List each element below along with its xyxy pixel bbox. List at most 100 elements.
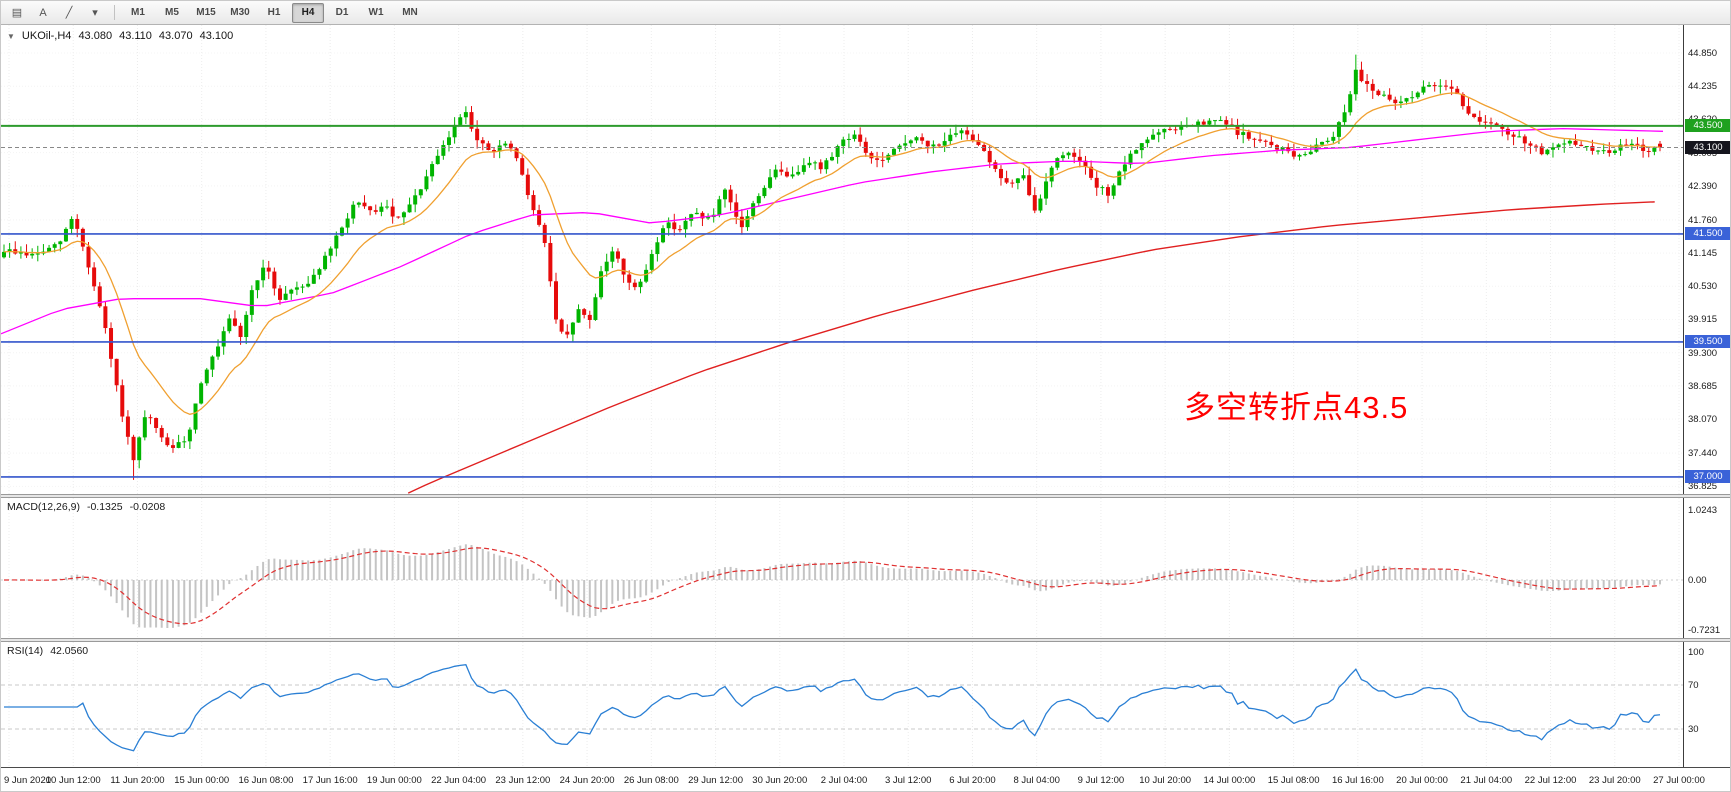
time-label: 3 Jul 12:00 [884, 775, 932, 786]
price-tick-label: 42.390 [1688, 180, 1718, 192]
time-label: 16 Jun 08:00 [238, 775, 294, 786]
time-label: 10 Jun 12:00 [45, 775, 101, 786]
price-tick-label: 40.530 [1688, 281, 1718, 293]
panel-splitter-macd[interactable] [1, 494, 1730, 498]
open-value: 43.080 [78, 30, 113, 42]
ma-mid-magenta [1, 127, 1664, 335]
ma-slow-red [407, 201, 1655, 494]
time-label: 24 Jun 20:00 [559, 775, 615, 786]
low-value: 43.070 [158, 30, 193, 42]
time-label: 19 Jun 00:00 [366, 775, 422, 786]
ma-fast-orange [3, 92, 1661, 415]
macd-axis-label: 0.00 [1688, 575, 1707, 586]
level-badge-41500: 41.500 [1685, 227, 1730, 241]
timeframe-M30-button[interactable]: M30 [230, 6, 250, 18]
rsi-indicator-panel[interactable] [1, 642, 1683, 767]
macd-signal-line [3, 547, 1661, 625]
price-tick-label: 38.685 [1688, 380, 1718, 392]
panel-splitter-rsi[interactable] [1, 638, 1730, 642]
time-label: 9 Jul 12:00 [1077, 775, 1125, 786]
macd-axis-label: -0.7231 [1688, 625, 1721, 636]
price-tick-label: 38.070 [1688, 414, 1718, 426]
macd-name-label: MACD(12,26,9) [7, 501, 80, 513]
time-label: 20 Jul 00:00 [1396, 775, 1448, 786]
time-label: 23 Jul 20:00 [1588, 775, 1641, 786]
timeframe-H1-button[interactable]: H1 [267, 6, 281, 18]
time-label: 6 Jul 20:00 [949, 775, 996, 786]
chart-windows-icon[interactable]: ▤ [11, 7, 23, 19]
timeframe-M5-button[interactable]: M5 [165, 6, 179, 18]
current-price-badge: 43.100 [1685, 141, 1730, 154]
time-label: 26 Jun 08:00 [623, 775, 679, 786]
time-label: 8 Jul 04:00 [1013, 775, 1060, 786]
rsi-value: 42.0560 [50, 645, 89, 657]
rsi-axis-label: 100 [1688, 647, 1704, 658]
timeframe-D1-button[interactable]: D1 [335, 6, 349, 18]
macd-signal-value: -0.0208 [129, 501, 166, 513]
time-label: 9 Jun 2020 [4, 775, 52, 786]
time-label: 22 Jul 12:00 [1524, 775, 1577, 786]
price-tick-label: 44.235 [1688, 81, 1718, 93]
level-badge-43500: 43.500 [1685, 119, 1730, 133]
price-tick-label: 36.825 [1688, 481, 1718, 493]
chart-annotation-text[interactable]: 多空转折点43.5 [1184, 390, 1409, 425]
time-label: 29 Jun 12:00 [688, 775, 743, 786]
macd-value: -0.1325 [86, 501, 123, 513]
macd-gridlines [1, 498, 1683, 638]
time-label: 16 Jul 16:00 [1331, 775, 1384, 786]
symbol-collapse-icon[interactable]: ▼ [7, 31, 15, 41]
moving-averages [1, 92, 1664, 494]
time-label: 17 Jun 16:00 [302, 775, 358, 786]
price-tick-label: 41.760 [1688, 214, 1718, 226]
timeframe-MN-button[interactable]: MN [402, 6, 418, 18]
level-badge-39500: 39.500 [1685, 335, 1730, 349]
time-axis[interactable]: 9 Jun 2020 10 Jun 12:00 11 Jun 20:00 15 Jun… [1, 767, 1730, 791]
time-label: 2 Jul 04:00 [820, 775, 868, 786]
timeframe-H4-button[interactable]: H4 [292, 2, 324, 23]
time-label: 21 Jul 04:00 [1460, 775, 1513, 786]
ohlc-header: ▼ UKOil-,H4 43.080 43.110 43.070 43.100 [7, 30, 233, 42]
toolbar: ▤ A ╱ ▾ M1 M5 M15 M30 H1 H4 D1 W1 MN [1, 1, 1730, 25]
close-value: 43.100 [199, 30, 234, 42]
rsi-axis-label: 30 [1688, 724, 1699, 735]
main-price-chart[interactable] [1, 25, 1683, 494]
high-value: 43.110 [119, 30, 152, 42]
candles-layer [2, 54, 1662, 480]
macd-header: MACD(12,26,9) -0.1325 -0.0208 [7, 501, 165, 513]
rsi-axis-label: 70 [1688, 680, 1699, 691]
rsi-gridlines [1, 642, 1683, 767]
price-tick-label: 39.915 [1688, 314, 1718, 326]
time-label: 11 Jun 20:00 [110, 775, 165, 786]
toolbar-separator [114, 5, 115, 20]
trendline-tool-button[interactable]: ╱ [65, 7, 73, 19]
price-tick-label: 41.145 [1688, 248, 1718, 260]
time-label: 30 Jun 20:00 [752, 775, 808, 786]
timeframe-W1-button[interactable]: W1 [368, 6, 384, 18]
tools-dropdown-icon[interactable]: ▾ [92, 7, 98, 19]
rsi-header: RSI(14) 42.0560 [7, 645, 88, 657]
main-gridlines [1, 25, 1683, 494]
price-axis[interactable]: 44.85044.23543.62043.00542.39041.76041.1… [1683, 25, 1730, 767]
macd-axis-label: 1.0243 [1688, 505, 1718, 516]
price-tick-label: 44.850 [1688, 48, 1718, 59]
time-label: 15 Jun 00:00 [174, 775, 230, 786]
time-label: 15 Jul 08:00 [1267, 775, 1320, 786]
symbol-period-label: UKOil-,H4 [21, 30, 72, 42]
timeframe-M15-button[interactable]: M15 [196, 6, 216, 18]
text-tool-button[interactable]: A [39, 6, 47, 19]
time-label: 14 Jul 00:00 [1203, 775, 1256, 786]
horizontal-level-lines[interactable] [1, 124, 1683, 478]
price-tick-label: 39.300 [1688, 347, 1718, 359]
timeframe-M1-button[interactable]: M1 [131, 6, 145, 18]
macd-indicator-panel[interactable] [1, 498, 1683, 638]
time-label: 27 Jul 00:00 [1653, 775, 1705, 786]
time-label: 22 Jun 04:00 [431, 775, 487, 786]
time-label: 10 Jul 20:00 [1139, 775, 1192, 786]
macd-histogram [8, 544, 1661, 628]
time-label: 23 Jun 12:00 [495, 775, 551, 786]
level-badge-37000: 37.000 [1685, 470, 1730, 484]
price-tick-label: 37.440 [1688, 448, 1718, 460]
rsi-line [4, 664, 1661, 752]
rsi-name-label: RSI(14) [7, 645, 44, 657]
